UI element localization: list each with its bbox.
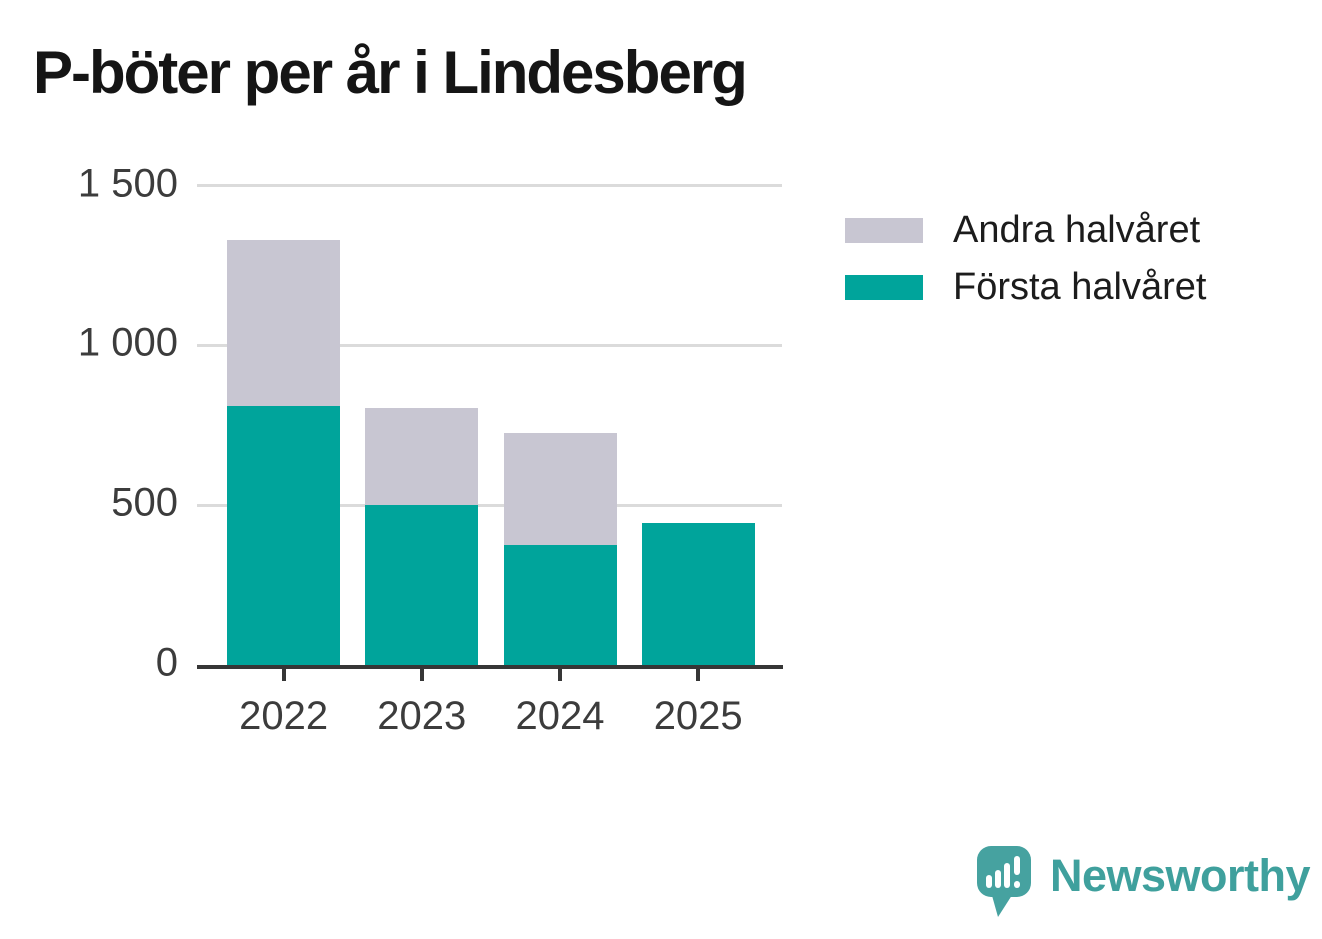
bar-stack-2024	[503, 433, 617, 665]
bar-stack-2022	[227, 239, 341, 665]
x-axis-tick	[558, 665, 562, 681]
newsworthy-logo-icon	[977, 846, 1031, 917]
gridline	[197, 343, 782, 347]
newsworthy-logo: Newsworthy	[977, 846, 1311, 917]
bar-segment-forsta-2022	[227, 406, 341, 665]
x-axis-tick	[696, 665, 701, 681]
x-axis-tick	[281, 665, 286, 681]
bar-segment-andra-2023	[365, 407, 479, 506]
x-axis-tick	[419, 665, 424, 681]
y-tick-label: 500	[111, 480, 178, 525]
x-tick-label: 2023	[377, 694, 467, 738]
x-axis-line	[197, 665, 783, 669]
legend-swatch	[845, 274, 923, 300]
legend-item-2: Första halvåret	[845, 265, 1206, 309]
bar-stack-2023	[365, 407, 479, 665]
legend-label: Andra halvåret	[953, 208, 1201, 251]
bar-stack-2025	[641, 522, 755, 665]
newsworthy-logo-text: Newsworthy	[1050, 850, 1311, 901]
chart-title: P-böter per år i Lindesberg	[33, 39, 748, 106]
x-tick-label: 2025	[653, 694, 743, 738]
legend-item-1: Andra halvåret	[845, 208, 1200, 252]
bar-segment-forsta-2024	[503, 545, 617, 665]
y-tick-label: 1 500	[77, 160, 178, 205]
legend-swatch	[845, 217, 923, 243]
legend-label: Första halvåret	[953, 265, 1207, 308]
x-tick-label: 2022	[239, 694, 329, 738]
gridline	[197, 184, 782, 188]
bar-segment-andra-2024	[503, 433, 617, 546]
bar-segment-forsta-2025	[641, 522, 755, 665]
y-tick-label: 1 000	[77, 320, 178, 365]
gridline	[197, 503, 782, 507]
y-tick-label: 0	[155, 640, 178, 685]
bar-segment-forsta-2023	[365, 505, 479, 665]
bar-segment-andra-2022	[227, 239, 341, 407]
x-tick-label: 2024	[515, 694, 605, 738]
